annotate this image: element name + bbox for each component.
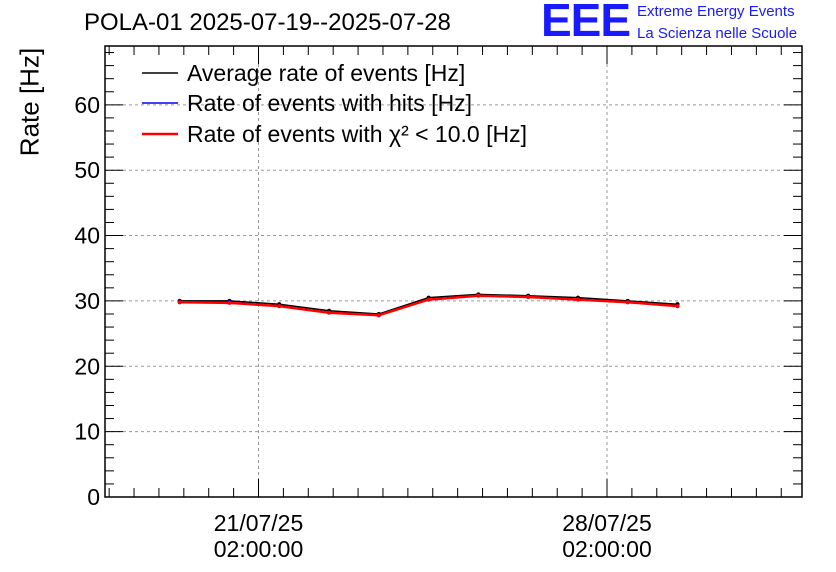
plot-frame (104, 45, 803, 498)
chart-title: POLA-01 2025-07-19--2025-07-28 (84, 9, 451, 36)
y-tick-label: 0 (87, 484, 100, 510)
series-3-point (227, 300, 232, 305)
y-tick-label: 20 (74, 353, 100, 379)
series-3-point (476, 293, 481, 298)
y-tick-label: 60 (74, 92, 100, 118)
series-3-point (625, 300, 630, 305)
eee-logo: EEE (541, 0, 631, 46)
y-tick-label: 50 (74, 157, 100, 183)
series-3-point (675, 304, 680, 309)
legend-label-3: Rate of events with χ² < 10.0 [Hz] (187, 121, 527, 147)
logo-line-2: La Scienza nelle Scuole (637, 25, 798, 42)
x-tick-label-date: 28/07/25 (562, 510, 652, 536)
series-3-point (277, 304, 282, 309)
x-tick-label-date: 21/07/25 (214, 510, 304, 536)
series-3-point (327, 310, 332, 315)
logo-line-1: Extreme Energy Events (637, 3, 795, 20)
y-tick-label: 30 (74, 288, 100, 314)
legend-label-1: Average rate of events [Hz] (187, 60, 465, 86)
x-tick-label-time: 02:00:00 (562, 536, 652, 562)
legend-label-2: Rate of events with hits [Hz] (187, 90, 472, 116)
x-tick-label-time: 02:00:00 (214, 536, 304, 562)
series-3-point (376, 313, 381, 318)
series-3-point (575, 297, 580, 302)
y-axis-label: Rate [Hz] (14, 47, 45, 157)
series-3-point (426, 297, 431, 302)
y-tick-label: 10 (74, 419, 100, 445)
series-3-point (177, 300, 182, 305)
series-3-point (526, 294, 531, 299)
y-tick-label: 40 (74, 223, 100, 249)
